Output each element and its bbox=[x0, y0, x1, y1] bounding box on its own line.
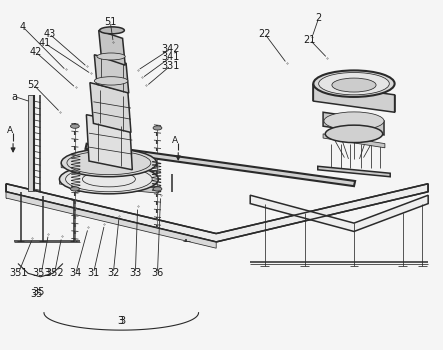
Text: 31: 31 bbox=[87, 268, 100, 278]
Text: 3: 3 bbox=[119, 316, 125, 326]
Text: a: a bbox=[12, 92, 18, 102]
Polygon shape bbox=[94, 55, 129, 93]
Text: 51: 51 bbox=[104, 16, 117, 27]
Ellipse shape bbox=[66, 167, 152, 192]
Ellipse shape bbox=[313, 70, 395, 97]
Text: 21: 21 bbox=[303, 35, 316, 45]
Text: 52: 52 bbox=[27, 80, 40, 90]
Polygon shape bbox=[250, 195, 428, 231]
Ellipse shape bbox=[153, 126, 162, 130]
Polygon shape bbox=[323, 134, 385, 148]
Text: 2: 2 bbox=[315, 13, 322, 23]
Ellipse shape bbox=[94, 77, 128, 85]
Ellipse shape bbox=[70, 187, 79, 191]
Text: 351: 351 bbox=[9, 268, 27, 278]
Ellipse shape bbox=[153, 187, 162, 191]
Polygon shape bbox=[6, 184, 428, 242]
Text: 342: 342 bbox=[161, 44, 180, 54]
Polygon shape bbox=[313, 84, 395, 112]
Ellipse shape bbox=[97, 53, 125, 60]
Polygon shape bbox=[85, 144, 355, 186]
Polygon shape bbox=[59, 179, 158, 193]
Ellipse shape bbox=[332, 78, 376, 92]
Polygon shape bbox=[86, 115, 132, 170]
Text: 42: 42 bbox=[30, 47, 42, 57]
Ellipse shape bbox=[59, 164, 158, 194]
Polygon shape bbox=[318, 166, 390, 177]
Text: 34: 34 bbox=[70, 268, 82, 278]
Ellipse shape bbox=[319, 72, 389, 95]
Text: 352: 352 bbox=[45, 268, 64, 278]
Text: 36: 36 bbox=[152, 268, 163, 278]
Text: 41: 41 bbox=[39, 38, 51, 48]
Ellipse shape bbox=[100, 27, 124, 34]
Polygon shape bbox=[99, 30, 125, 65]
Text: 35: 35 bbox=[31, 288, 43, 299]
Polygon shape bbox=[61, 163, 156, 176]
Polygon shape bbox=[90, 83, 131, 132]
Text: 4: 4 bbox=[19, 22, 26, 32]
Text: 22: 22 bbox=[259, 29, 271, 39]
Polygon shape bbox=[323, 112, 384, 135]
Polygon shape bbox=[28, 95, 34, 191]
Ellipse shape bbox=[324, 112, 384, 130]
Text: 32: 32 bbox=[107, 268, 120, 278]
Text: 3: 3 bbox=[117, 316, 123, 326]
Text: 35: 35 bbox=[32, 287, 44, 297]
Text: 353: 353 bbox=[32, 268, 51, 278]
Text: 341: 341 bbox=[162, 52, 180, 62]
Text: A: A bbox=[7, 126, 12, 135]
Text: 43: 43 bbox=[43, 29, 55, 39]
Polygon shape bbox=[6, 192, 216, 248]
Text: A: A bbox=[171, 136, 178, 145]
Ellipse shape bbox=[325, 125, 383, 142]
Text: 33: 33 bbox=[129, 268, 141, 278]
Ellipse shape bbox=[61, 149, 156, 177]
Text: 331: 331 bbox=[162, 61, 180, 71]
Ellipse shape bbox=[70, 124, 79, 128]
